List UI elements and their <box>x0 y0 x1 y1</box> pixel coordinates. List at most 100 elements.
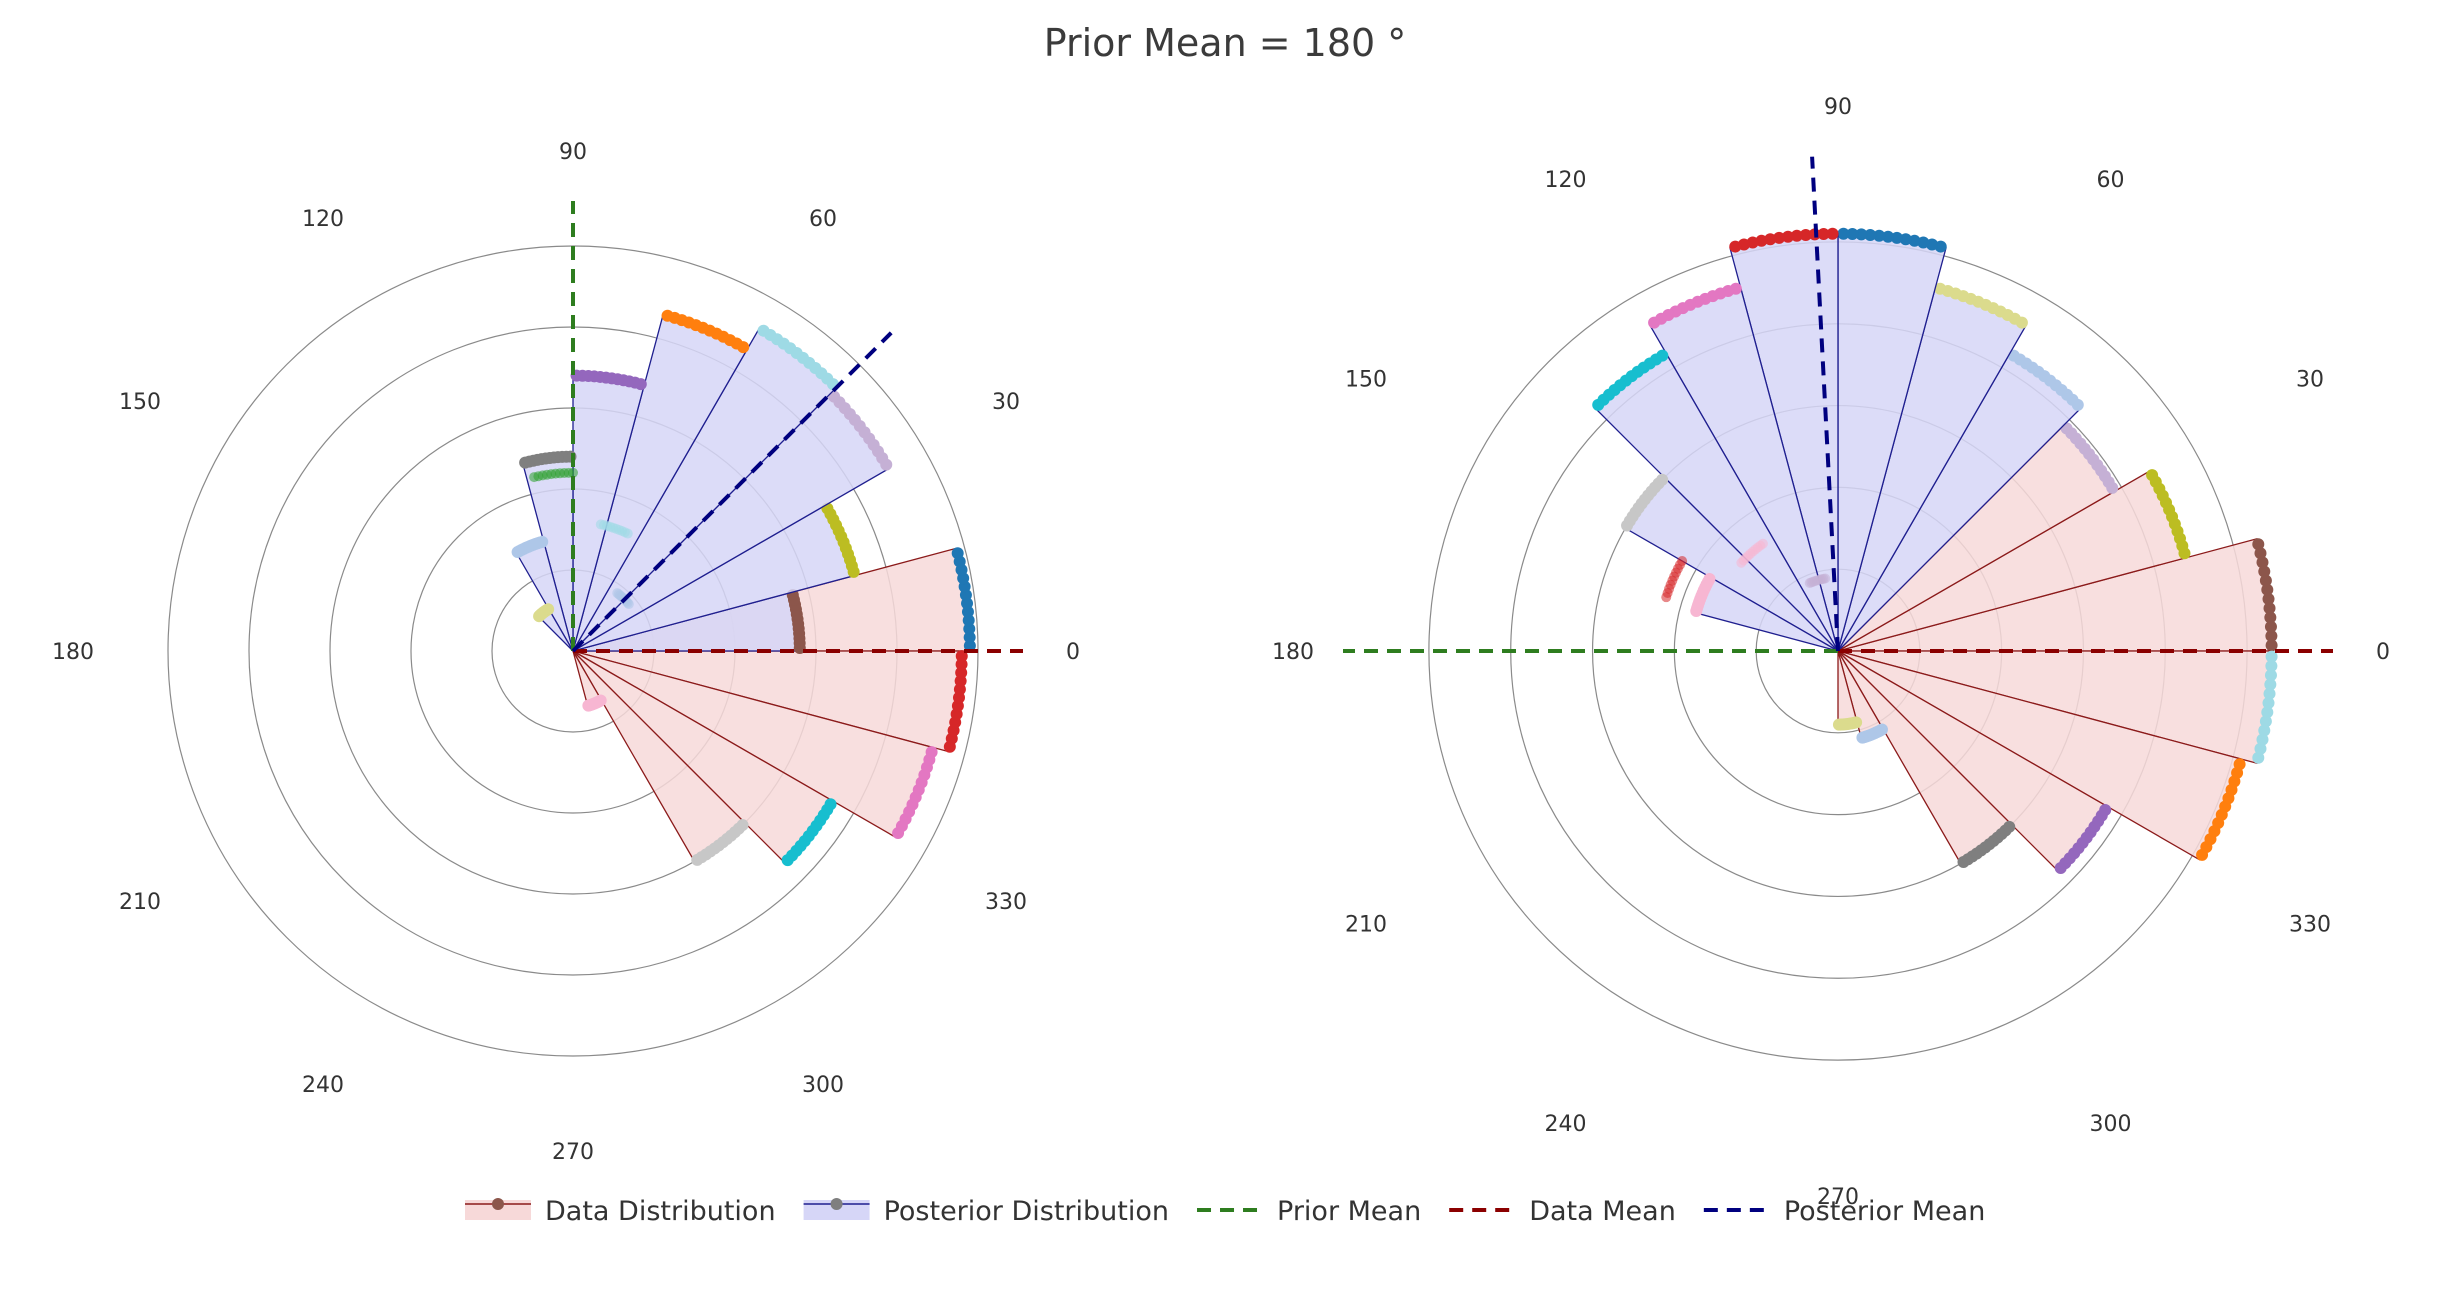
data-distribution-marker <box>2003 820 2016 833</box>
data-distribution-marker <box>2262 696 2275 709</box>
data-distribution-marker <box>1850 716 1863 729</box>
posterior-distribution-marker <box>519 456 532 469</box>
legend[interactable]: Data Distribution Posterior Distribution P… <box>465 1196 1985 1227</box>
data-distribution-marker <box>2099 803 2112 816</box>
posterior-distribution-marker <box>511 546 524 559</box>
posterior-distribution-marker <box>1826 227 1839 240</box>
angular-tick-label: 210 <box>1345 913 1387 938</box>
data-distribution-marker <box>2261 583 2274 596</box>
posterior-distribution-marker <box>1882 230 1895 243</box>
data-distribution-marker <box>2252 751 2265 764</box>
polar-panels: 0 30 60 90 120 150 180 210 240 270 300 330 0 30 60 90 12… <box>52 95 2390 1210</box>
data-distribution-marker <box>2264 669 2277 682</box>
posterior-distribution-marker <box>1817 227 1830 240</box>
data-distribution-marker <box>2263 602 2276 615</box>
posterior-distribution-marker <box>1799 228 1812 241</box>
legend-item-data_line[interactable]: Data Mean <box>1449 1196 1676 1227</box>
angular-tick-label: 0 <box>1066 640 1080 665</box>
inner-marker <box>1661 592 1672 603</box>
data-distribution-marker <box>925 746 938 759</box>
angular-tick-label: 60 <box>809 207 837 232</box>
data-distribution-marker <box>2264 620 2277 633</box>
angular-tick-label: 210 <box>119 890 161 915</box>
angular-tick-label: 150 <box>119 390 161 415</box>
angular-tick-label: 180 <box>52 640 94 665</box>
posterior-distribution-marker <box>1864 228 1877 241</box>
data-distribution-marker <box>2262 593 2275 606</box>
legend-swatch-marker <box>492 1198 504 1210</box>
legend-item-posterior_line[interactable]: Posterior Mean <box>1703 1196 1985 1227</box>
angular-tick-label: 30 <box>2296 368 2324 393</box>
data-distribution-marker <box>955 658 968 671</box>
data-distribution-marker <box>2233 758 2246 771</box>
angular-tick-label: 60 <box>2097 168 2125 193</box>
posterior-distribution-marker <box>1592 398 1605 411</box>
legend-label: Posterior Distribution <box>884 1196 1169 1227</box>
inner-marker <box>529 472 540 483</box>
angular-tick-label: 270 <box>1817 1185 1859 1210</box>
inner-marker <box>612 588 623 599</box>
posterior-distribution-marker <box>1899 233 1912 246</box>
angular-tick-label: 240 <box>302 1073 344 1098</box>
data-distribution-marker <box>2254 742 2267 755</box>
angular-tick-label: 300 <box>802 1073 844 1098</box>
chart-title: Prior Mean = 180 ° <box>1044 21 1407 65</box>
data-distribution-marker <box>2265 659 2278 672</box>
posterior-distribution-marker <box>661 309 674 322</box>
posterior-distribution-marker <box>1621 519 1634 532</box>
inner-marker <box>1736 557 1747 568</box>
angular-tick-label: 120 <box>1545 168 1587 193</box>
legend-item-prior_line[interactable]: Prior Mean <box>1197 1196 1421 1227</box>
legend-swatch-marker <box>830 1198 843 1210</box>
data-distribution-marker <box>2265 630 2278 643</box>
data-distribution-marker <box>2256 556 2269 569</box>
angular-tick-label: 150 <box>1345 368 1387 393</box>
posterior-distribution-marker <box>1773 231 1786 244</box>
data-distribution-marker <box>2258 724 2271 737</box>
data-distribution-marker <box>2258 565 2271 578</box>
data-distribution-marker <box>594 694 607 707</box>
angular-tick-label: 300 <box>2090 1112 2132 1137</box>
data-distribution-marker <box>2259 715 2272 728</box>
posterior-distribution-marker <box>1790 229 1803 242</box>
data-distribution-marker <box>1875 723 1888 736</box>
polar-panel-2: 0 30 60 90 120 150 180 210 240 270 300 330 <box>1272 95 2390 1210</box>
data-distribution-marker <box>951 547 964 560</box>
angular-tick-label: 90 <box>559 140 587 165</box>
angular-tick-label: 270 <box>552 1140 594 1165</box>
angular-tick-label: 240 <box>1545 1112 1587 1137</box>
data-distribution-marker <box>2265 650 2278 663</box>
posterior-distribution-marker <box>1781 230 1794 243</box>
legend-item-posterior[interactable]: Posterior Distribution <box>803 1196 1169 1227</box>
posterior-distribution-marker <box>1855 228 1868 241</box>
data-distribution-marker <box>2263 687 2276 700</box>
data-distribution-marker <box>2252 538 2265 551</box>
legend-label: Posterior Mean <box>1784 1196 1985 1227</box>
posterior-distribution-marker <box>1648 316 1661 329</box>
data-distribution-marker <box>2256 733 2269 746</box>
posterior-distribution-marker <box>757 324 770 337</box>
data-distribution-marker <box>2261 706 2274 719</box>
angular-tick-label: 120 <box>302 207 344 232</box>
data-distribution-marker <box>824 798 837 811</box>
legend-label: Prior Mean <box>1277 1196 1421 1227</box>
posterior-distribution-marker <box>1846 227 1859 240</box>
inner-marker <box>1804 578 1815 589</box>
data-distribution-marker <box>2146 469 2159 482</box>
data-distribution-marker <box>955 650 968 663</box>
polar-panel-1: 0 30 60 90 120 150 180 210 240 270 300 330 <box>52 140 1080 1165</box>
data-distribution-marker <box>2254 547 2267 560</box>
data-distribution-marker <box>2264 611 2277 624</box>
data-distribution-marker <box>2265 639 2278 652</box>
angular-tick-label: 330 <box>985 890 1027 915</box>
legend-item-data[interactable]: Data Distribution <box>465 1196 776 1227</box>
data-distribution-marker <box>736 819 749 832</box>
posterior-mean-line <box>1810 156 1840 652</box>
data-distribution-marker <box>2264 678 2277 691</box>
posterior-distribution-marker <box>1873 229 1886 242</box>
angular-tick-label: 0 <box>2376 640 2390 665</box>
posterior-mean-line <box>571 331 893 653</box>
posterior-distribution-marker <box>1729 240 1742 253</box>
angular-tick-label: 30 <box>992 390 1020 415</box>
